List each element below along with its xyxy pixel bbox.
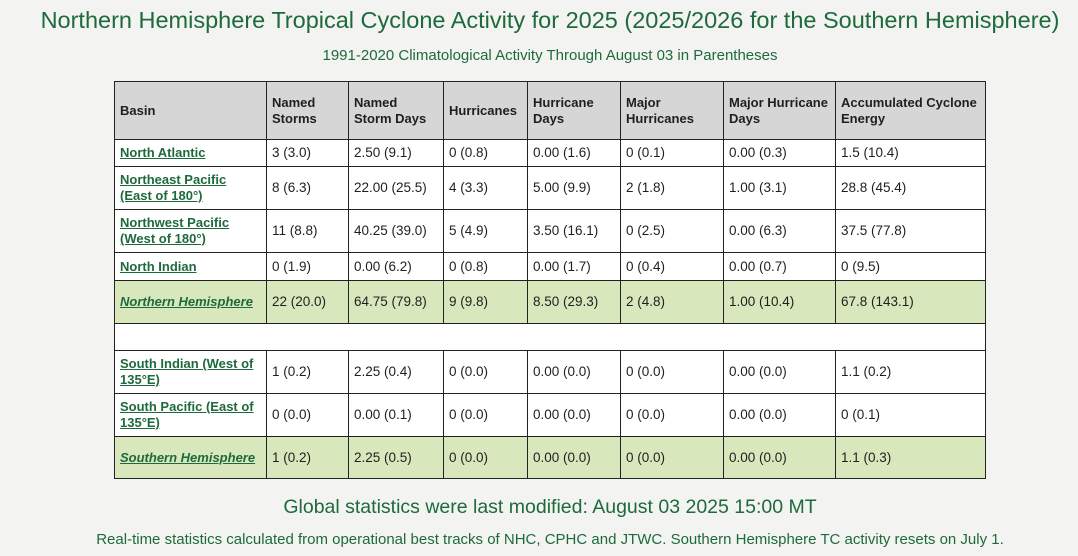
basin-cell: South Pacific (East of 135°E) [114,393,267,437]
table-row-summary: Southern Hemisphere 1 (0.2) 2.25 (0.5) 0… [114,436,986,479]
basin-cell: Northeast Pacific (East of 180°) [114,166,267,210]
table-cell: 40.25 (39.0) [348,209,444,253]
footnote-text: Real-time statistics calculated from ope… [96,531,1004,548]
basin-link-north-atlantic[interactable]: North Atlantic [120,145,206,160]
table-row: North Atlantic 3 (3.0) 2.50 (9.1) 0 (0.8… [114,139,986,167]
table-cell: 0 (0.0) [443,393,528,437]
column-header-major-hurricanes: Major Hurricanes [620,81,724,140]
table-cell: 1 (0.2) [266,436,349,479]
basin-link-southern-hemisphere[interactable]: Southern Hemisphere [120,449,256,465]
table-cell: 0.00 (1.6) [527,139,621,167]
table-cell: 1.00 (10.4) [723,280,836,324]
basin-link-south-indian[interactable]: South Indian (West of 135°E) [120,356,254,387]
basin-link-north-indian[interactable]: North Indian [120,258,197,274]
table-cell: 2 (1.8) [620,166,724,210]
table-cell: 0 (0.0) [620,436,724,479]
table-cell: 0.00 (6.3) [723,209,836,253]
table-cell: 22 (20.0) [266,280,349,324]
basin-cell: Southern Hemisphere [114,436,267,479]
table-cell: 8 (6.3) [266,166,349,210]
table-cell: 0.00 (0.0) [527,393,621,437]
table-cell: 0 (0.8) [443,252,528,281]
table-cell: 2.25 (0.4) [348,350,444,394]
column-header-ace: Accumulated Cyclone Energy [835,81,986,140]
column-header-named-storm-days: Named Storm Days [348,81,444,140]
table-cell: 1 (0.2) [266,350,349,394]
column-header-hurricane-days: Hurricane Days [527,81,621,140]
spacer-cell [114,323,986,351]
table-cell: 0.00 (0.0) [527,350,621,394]
table-cell: 3.50 (16.1) [527,209,621,253]
basin-link-northern-hemisphere[interactable]: Northern Hemisphere [120,294,253,309]
table-cell: 1.5 (10.4) [835,139,986,167]
table-cell: 0 (0.1) [835,393,986,437]
table-row: South Pacific (East of 135°E) 0 (0.0) 0.… [114,393,986,437]
tc-activity-table: Basin Named Storms Named Storm Days Hurr… [114,81,986,479]
table-cell: 2.25 (0.5) [348,436,444,479]
table-cell: 0.00 (0.3) [723,139,836,167]
table-cell: 1.1 (0.2) [835,350,986,394]
table-cell: 3 (3.0) [266,139,349,167]
basin-link-northwest-pacific[interactable]: Northwest Pacific (West of 180°) [120,215,230,246]
table-cell: 0.00 (0.0) [723,436,836,479]
table-cell: 0 (0.1) [620,139,724,167]
table-cell: 9 (9.8) [443,280,528,324]
table-cell: 8.50 (29.3) [527,280,621,324]
table-row: Northeast Pacific (East of 180°) 8 (6.3)… [114,166,986,210]
table-cell: 0 (0.0) [443,350,528,394]
basin-link-south-pacific[interactable]: South Pacific (East of 135°E) [120,399,254,430]
table-cell: 0 (0.8) [443,139,528,167]
table-row: North Indian 0 (1.9) 0.00 (6.2) 0 (0.8) … [114,252,986,281]
table-cell: 0.00 (0.7) [723,252,836,281]
page-subtitle: 1991-2020 Climatological Activity Throug… [322,47,778,64]
table-cell: 4 (3.3) [443,166,528,210]
table-cell: 0.00 (0.1) [348,393,444,437]
page-title: Northern Hemisphere Tropical Cyclone Act… [40,7,1060,33]
table-cell: 0 (1.9) [266,252,349,281]
table-cell: 0 (0.0) [620,393,724,437]
column-header-hurricanes: Hurricanes [443,81,528,140]
table-row-summary: Northern Hemisphere 22 (20.0) 64.75 (79.… [114,280,986,324]
table-cell: 0 (0.0) [266,393,349,437]
table-cell: 2 (4.8) [620,280,724,324]
table-cell: 0 (0.4) [620,252,724,281]
table-cell: 28.8 (45.4) [835,166,986,210]
table-cell: 0.00 (0.0) [527,436,621,479]
table-cell: 37.5 (77.8) [835,209,986,253]
table-cell: 2.50 (9.1) [348,139,444,167]
table-cell: 0.00 (0.0) [723,393,836,437]
last-modified-text: Global statistics were last modified: Au… [283,496,817,518]
basin-link-northeast-pacific[interactable]: Northeast Pacific (East of 180°) [120,172,227,203]
table-cell: 0 (0.0) [620,350,724,394]
table-cell: 1.00 (3.1) [723,166,836,210]
table-header-row: Basin Named Storms Named Storm Days Hurr… [114,81,986,140]
column-header-basin: Basin [114,81,267,140]
basin-cell: North Atlantic [114,139,267,167]
table-spacer-row [114,323,986,351]
table-cell: 5 (4.9) [443,209,528,253]
column-header-major-hurricane-days: Major Hurricane Days [723,81,836,140]
table-row: South Indian (West of 135°E) 1 (0.2) 2.2… [114,350,986,394]
basin-cell: South Indian (West of 135°E) [114,350,267,394]
table-cell: 64.75 (79.8) [348,280,444,324]
table-cell: 67.8 (143.1) [835,280,986,324]
table-cell: 1.1 (0.3) [835,436,986,479]
table-cell: 0.00 (6.2) [348,252,444,281]
table-cell: 0.00 (0.0) [723,350,836,394]
table-cell: 5.00 (9.9) [527,166,621,210]
table-cell: 0 (0.0) [443,436,528,479]
table-cell: 11 (8.8) [266,209,349,253]
basin-cell: Northwest Pacific (West of 180°) [114,209,267,253]
basin-cell: North Indian [114,252,267,281]
table-cell: 0 (2.5) [620,209,724,253]
table-row: Northwest Pacific (West of 180°) 11 (8.8… [114,209,986,253]
table-cell: 22.00 (25.5) [348,166,444,210]
basin-cell: Northern Hemisphere [114,280,267,324]
column-header-named-storms: Named Storms [266,81,349,140]
table-cell: 0 (9.5) [835,252,986,281]
table-cell: 0.00 (1.7) [527,252,621,281]
